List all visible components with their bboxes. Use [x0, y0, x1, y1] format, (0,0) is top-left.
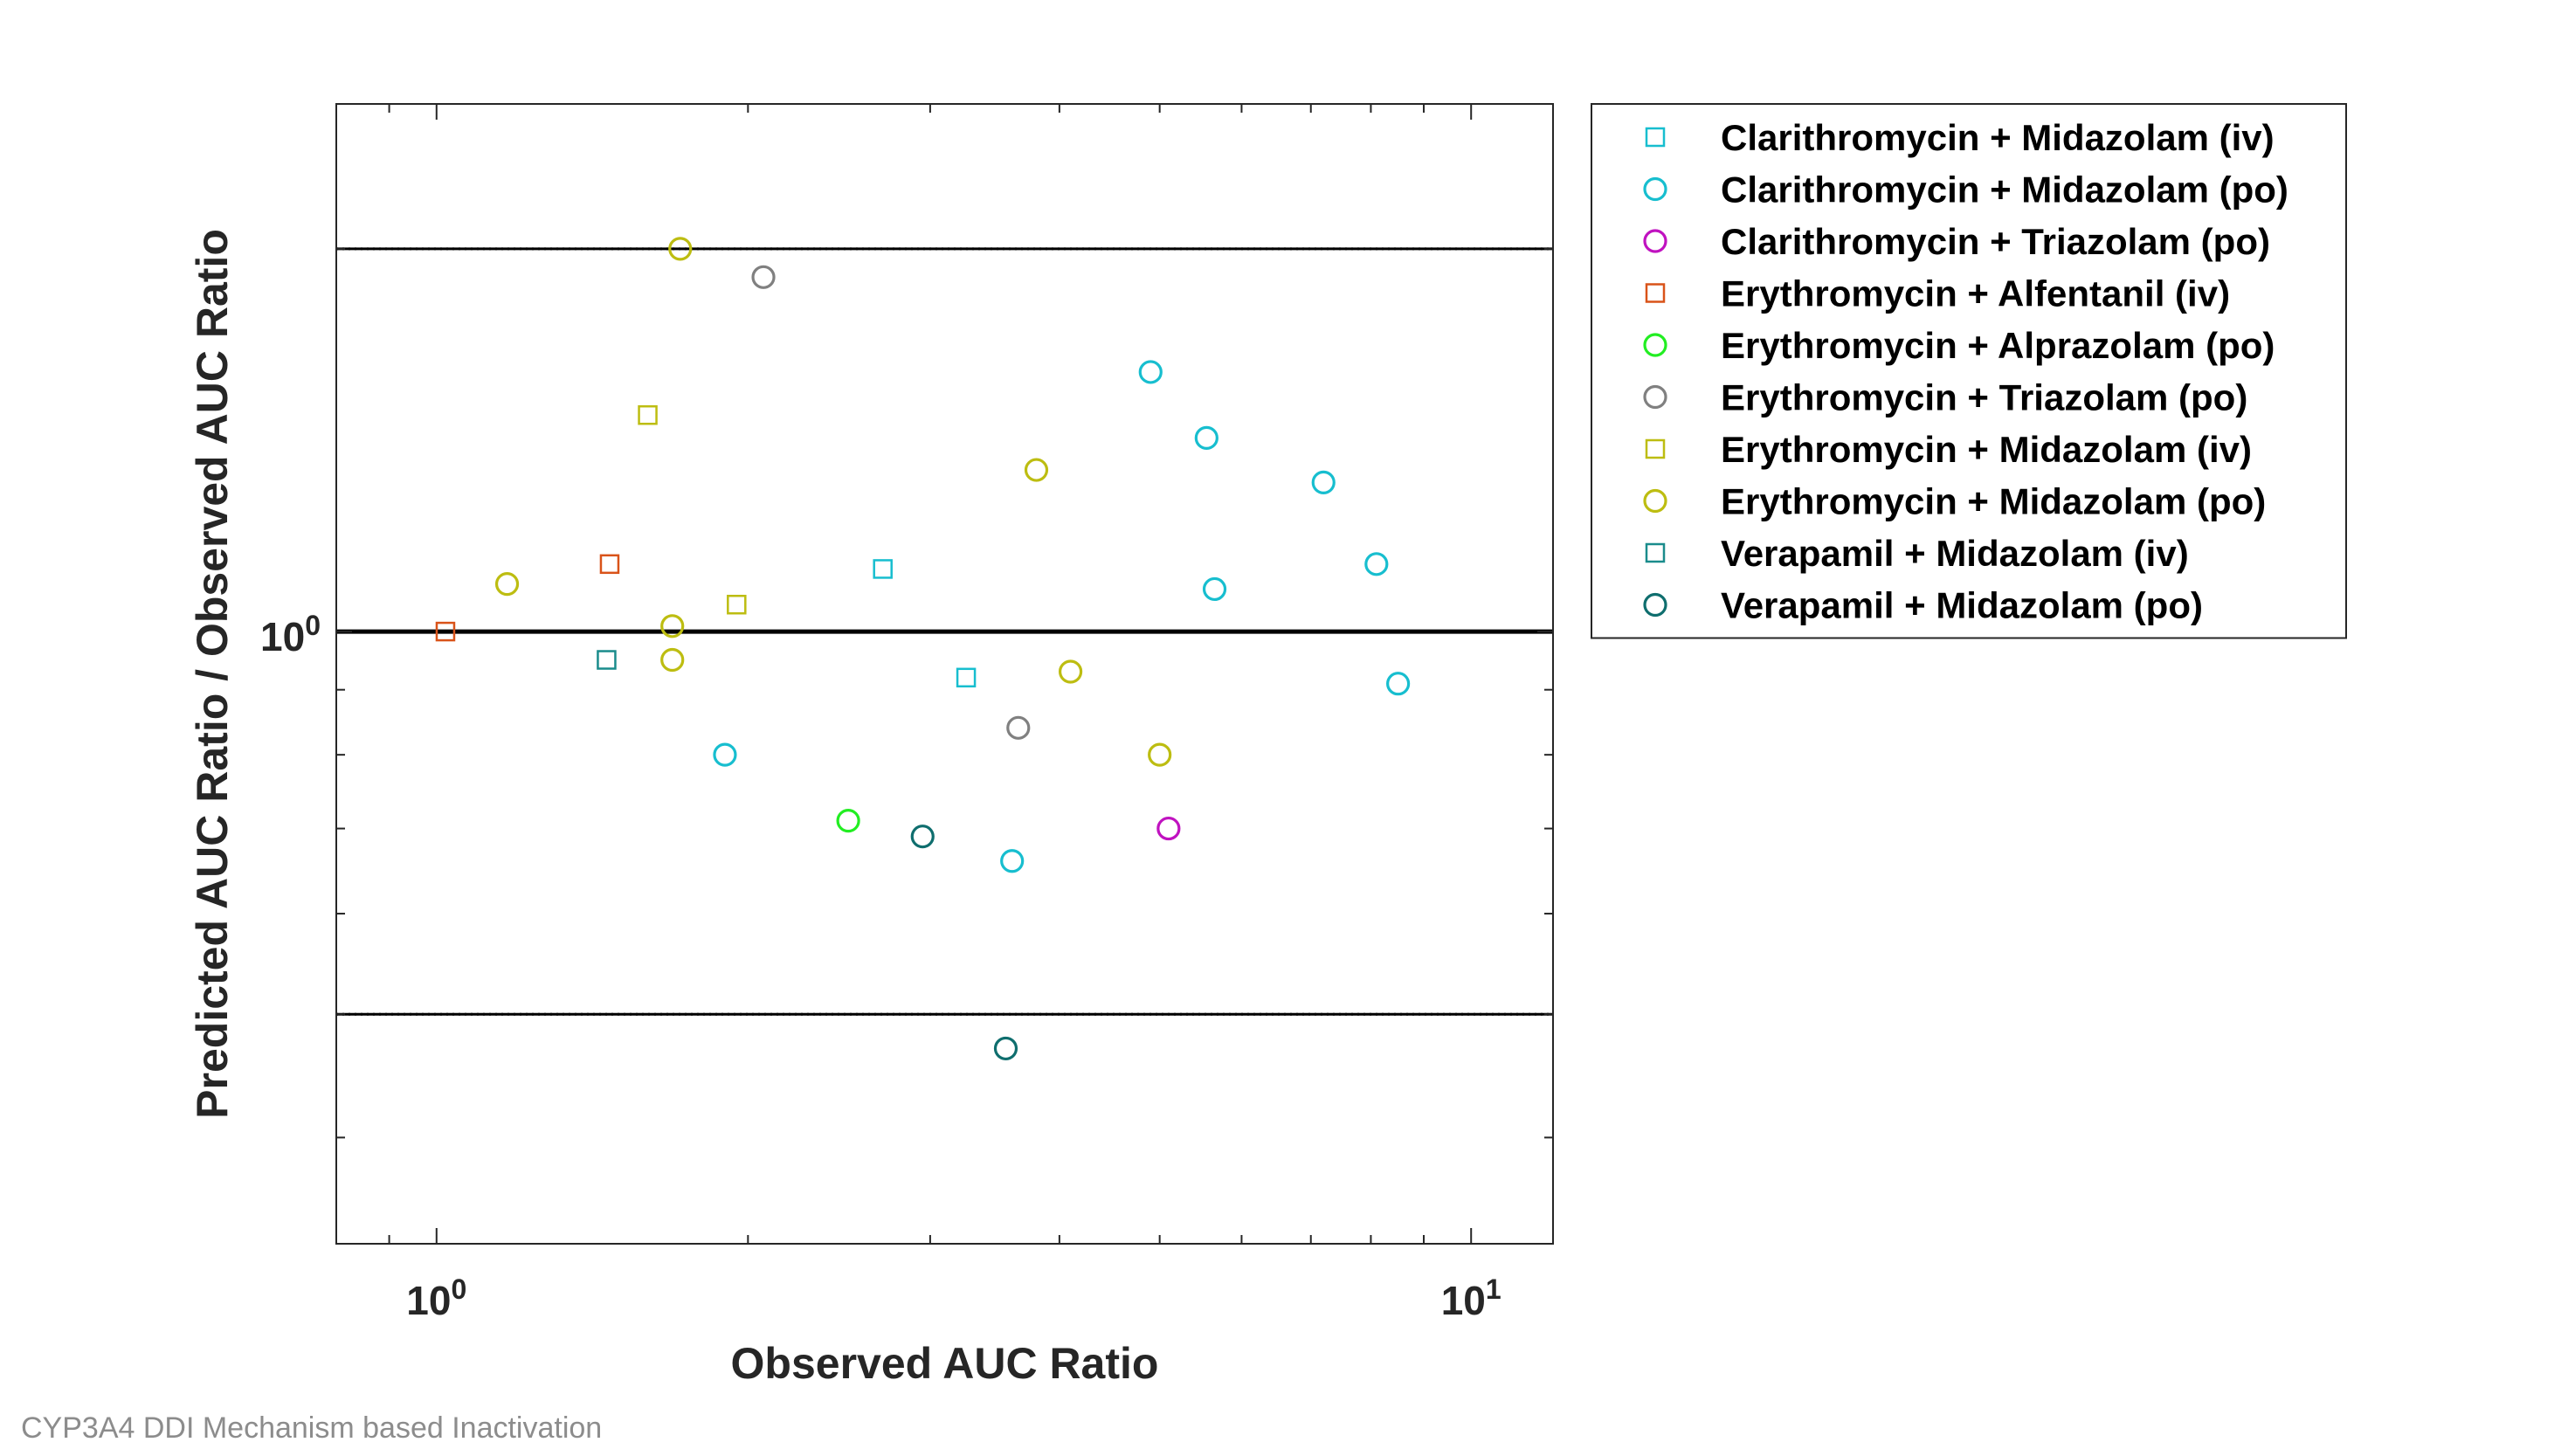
data-point-circle — [1138, 360, 1163, 384]
legend-marker-circle — [1643, 488, 1667, 514]
data-point-circle — [1386, 672, 1411, 696]
data-point-circle — [668, 237, 693, 261]
data-point-circle — [1311, 470, 1336, 494]
data-point-circle — [660, 614, 685, 638]
data-point-square — [435, 621, 456, 642]
plot-area — [336, 237, 1553, 1061]
data-point-square — [956, 667, 977, 688]
footer-caption: CYP3A4 DDI Mechanism based Inactivation — [21, 1411, 603, 1445]
data-point-circle — [1006, 715, 1031, 740]
data-point-square — [597, 650, 617, 670]
data-point-circle — [1058, 659, 1083, 684]
legend-label: Erythromycin + Alprazolam (po) — [1721, 325, 2275, 366]
legend-label: Erythromycin + Midazolam (iv) — [1721, 429, 2252, 470]
legend-label: Clarithromycin + Triazolam (po) — [1721, 221, 2270, 262]
legend-marker-square — [1645, 283, 1666, 303]
data-point-square — [638, 404, 658, 425]
legend-label: Verapamil + Midazolam (po) — [1721, 585, 2203, 626]
legend-marker-circle — [1643, 384, 1667, 410]
data-point-circle — [1148, 742, 1172, 767]
data-point-circle — [1000, 849, 1025, 873]
legend-label: Erythromycin + Midazolam (po) — [1721, 481, 2266, 522]
data-point-circle — [993, 1036, 1018, 1061]
data-point-circle — [1364, 552, 1389, 576]
legend-label: Verapamil + Midazolam (iv) — [1721, 533, 2189, 574]
legend-box — [1591, 103, 2347, 639]
data-point-circle — [1024, 458, 1049, 482]
data-point-circle — [836, 809, 860, 833]
legend-label: Clarithromycin + Midazolam (iv) — [1721, 117, 2275, 158]
data-point-circle — [660, 647, 685, 673]
legend-marker-square — [1645, 438, 1666, 459]
data-point-square — [599, 554, 620, 575]
legend-label: Erythromycin + Alfentanil (iv) — [1721, 273, 2230, 314]
legend-marker-circle — [1643, 333, 1667, 357]
legend-marker-square — [1645, 127, 1666, 148]
data-point-circle — [1156, 816, 1181, 841]
legend-label: Clarithromycin + Midazolam (po) — [1721, 169, 2288, 210]
data-point-circle — [751, 265, 776, 289]
legend-marker-square — [1645, 542, 1666, 563]
data-point-square — [873, 559, 893, 579]
y-axis-title: Predicted AUC Ratio / Observed AUC Ratio — [188, 229, 237, 1119]
data-point-square — [727, 594, 747, 615]
data-point-circle — [1202, 576, 1227, 602]
legend-marker-circle — [1643, 592, 1667, 618]
legend: Clarithromycin + Midazolam (iv) Clarithro… — [1591, 103, 2347, 639]
legend-marker-circle — [1643, 229, 1667, 253]
data-point-circle — [910, 825, 935, 849]
legend-marker-circle — [1643, 176, 1667, 202]
x-axis-title: Observed AUC Ratio — [731, 1339, 1159, 1388]
data-point-circle — [713, 742, 737, 767]
plot-frame — [335, 103, 1554, 1245]
data-point-circle — [494, 572, 520, 597]
data-point-circle — [1194, 425, 1218, 450]
x-tick-label: 100 — [406, 1273, 466, 1323]
y-tick-label: 100 — [260, 610, 321, 659]
legend-label: Erythromycin + Triazolam (po) — [1721, 377, 2247, 418]
x-tick-label: 101 — [1441, 1273, 1501, 1323]
